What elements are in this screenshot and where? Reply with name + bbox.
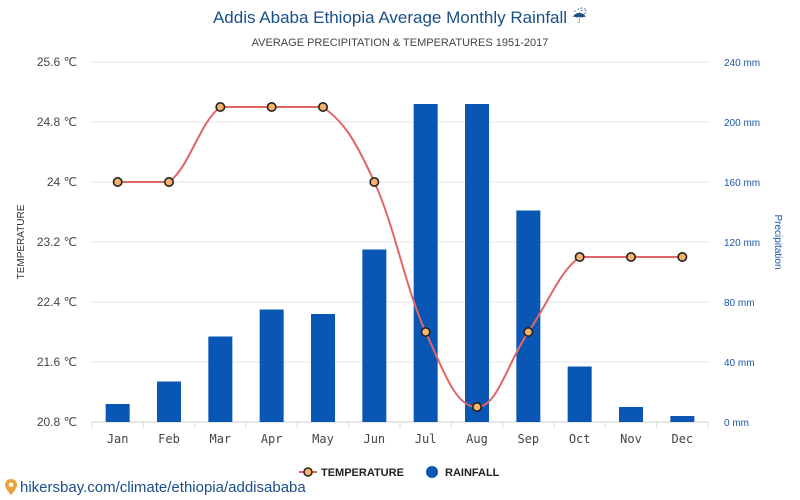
legend-item-temperature[interactable]: TEMPERATURE (299, 467, 404, 479)
rainfall-bar (259, 309, 284, 422)
temperature-point (625, 252, 636, 263)
right-tick-label: 40 mm (724, 358, 755, 369)
rainfall-bar (619, 407, 643, 422)
right-axis-label: Precipitation (772, 214, 783, 269)
x-tick-label: Apr (261, 432, 283, 446)
rainfall-bar (362, 249, 387, 422)
left-tick-label: 21.6 ℃ (37, 355, 77, 369)
temperature-point (369, 177, 380, 188)
right-axis-ticks: 0 mm 40 mm 80 mm 120 mm 160 mm 200 mm 240 mm (724, 58, 760, 429)
left-tick-label: 23.2 ℃ (37, 235, 77, 249)
right-tick-label: 120 mm (724, 238, 760, 249)
x-tick-label: Feb (158, 432, 180, 446)
right-tick-label: 200 mm (724, 118, 760, 129)
rainfall-bar (157, 381, 181, 422)
x-tick-label: Sep (517, 432, 539, 446)
x-tick-label: Mar (209, 432, 231, 446)
temperature-point (215, 102, 226, 113)
temperature-point (574, 252, 585, 263)
left-tick-label: 24.8 ℃ (37, 115, 77, 129)
source-footer[interactable]: hikersbay.com/climate/ethiopia/addisabab… (4, 478, 306, 496)
legend-item-rainfall[interactable]: RAINFALL (426, 466, 500, 479)
x-tick-label: Jul (415, 432, 437, 446)
rainfall-bar (413, 104, 438, 422)
temperature-point (523, 326, 534, 337)
temperature-point (471, 401, 482, 412)
rainfall-bar (311, 314, 335, 422)
legend-label-rainfall: RAINFALL (445, 467, 500, 479)
right-tick-label: 80 mm (724, 298, 755, 309)
temperature-point (266, 102, 277, 113)
map-pin-icon (5, 479, 17, 495)
legend-label-temperature: TEMPERATURE (321, 467, 404, 479)
temperature-line (112, 102, 688, 412)
x-tick-label: Jan (107, 432, 129, 446)
x-tick-label: Nov (620, 432, 642, 446)
x-tick-label: May (312, 432, 334, 446)
rainfall-bar (567, 366, 592, 422)
temperature-point (112, 177, 123, 188)
x-tick-label: Oct (569, 432, 591, 446)
x-tick-label: Aug (466, 432, 488, 446)
legend-marker-swatch (303, 467, 313, 477)
rainfall-bar (670, 416, 695, 422)
rainfall-bar (208, 336, 233, 422)
rainfall-bar (516, 210, 541, 422)
grid-lines (91, 61, 709, 428)
rainfall-bar (105, 404, 130, 422)
left-axis-label: TEMPERATURE (16, 204, 27, 279)
chart-subtitle: AVERAGE PRECIPITATION & TEMPERATURES 195… (252, 37, 549, 49)
x-tick-label: Jun (363, 432, 385, 446)
left-tick-label: 22.4 ℃ (37, 295, 77, 309)
right-tick-label: 160 mm (724, 178, 760, 189)
temperature-point (420, 326, 431, 337)
rainfall-bar (465, 104, 489, 422)
right-tick-label: 240 mm (724, 58, 760, 69)
rainfall-bars (105, 104, 695, 422)
legend: TEMPERATURE RAINFALL (299, 466, 500, 479)
left-tick-label: 20.8 ℃ (37, 415, 77, 429)
x-tick-label: Dec (671, 432, 693, 446)
chart-title: Addis Ababa Ethiopia Average Monthly Rai… (213, 7, 587, 27)
left-tick-label: 25.6 ℃ (37, 55, 77, 69)
right-tick-label: 0 mm (724, 418, 749, 429)
x-axis-ticks: Jan Feb Mar Apr May Jun Jul Aug Sep Oct Nov Dec (107, 432, 693, 446)
temperature-point (677, 252, 688, 263)
temperature-point (164, 177, 175, 188)
left-tick-label: 24 ℃ (47, 175, 77, 189)
left-axis-ticks: 20.8 ℃ 21.6 ℃ 22.4 ℃ 23.2 ℃ 24 ℃ 24.8 ℃ 25.6 ℃ (37, 55, 77, 429)
temperature-point (317, 102, 328, 113)
source-url[interactable]: hikersbay.com/climate/ethiopia/addisabab… (20, 478, 306, 496)
legend-bar-swatch (426, 466, 438, 478)
